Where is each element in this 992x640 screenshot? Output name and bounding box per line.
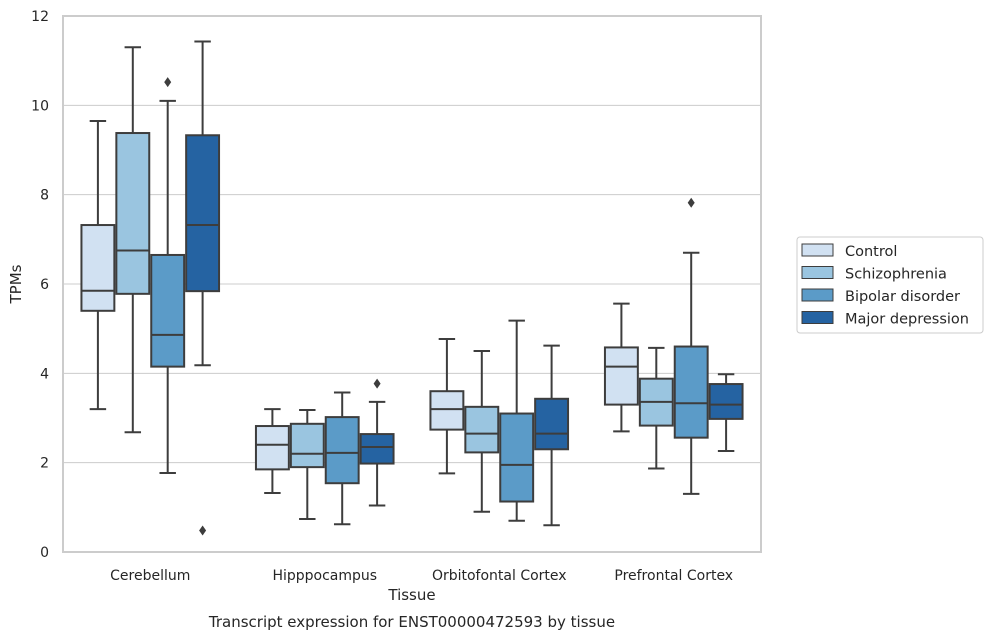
box-body xyxy=(150,253,186,368)
box xyxy=(324,391,360,526)
box-body xyxy=(254,425,290,471)
box-body xyxy=(429,390,465,431)
box xyxy=(708,373,744,453)
box-body xyxy=(115,132,151,295)
x-tick-label: Cerebellum xyxy=(110,568,190,584)
y-tick-label: 2 xyxy=(40,456,49,472)
legend-label: Bipolar disorder xyxy=(845,289,960,305)
series-major-depression xyxy=(185,40,744,536)
box-body xyxy=(673,345,709,439)
chart-caption: Transcript expression for ENST0000047259… xyxy=(208,613,615,631)
series-schizophrenia xyxy=(115,46,674,520)
x-axis-label: Tissue xyxy=(387,586,435,604)
box-body xyxy=(464,405,500,454)
box-body xyxy=(708,383,744,420)
legend-item: Control xyxy=(801,243,897,260)
box xyxy=(359,378,395,507)
legend-swatch xyxy=(801,288,834,302)
legend: Control Schizophrenia Bipolar disorder Majo… xyxy=(796,236,984,334)
y-tick-label: 12 xyxy=(31,9,49,25)
legend-item: Bipolar disorder xyxy=(801,288,960,305)
y-tick-label: 10 xyxy=(31,98,49,114)
series-control xyxy=(80,119,639,495)
box xyxy=(534,344,570,527)
legend-items: Control Schizophrenia Bipolar disorder Majo… xyxy=(801,243,969,328)
x-tick-label: Hipppocampus xyxy=(272,568,377,584)
box xyxy=(638,346,674,470)
outlier-point xyxy=(373,378,381,389)
box-body xyxy=(534,397,570,451)
legend-swatch xyxy=(801,266,834,279)
box xyxy=(289,408,325,520)
outlier-point xyxy=(199,525,207,536)
y-tick-label: 0 xyxy=(40,545,49,561)
legend-swatch xyxy=(801,311,834,324)
box xyxy=(185,40,221,536)
y-tick-label: 6 xyxy=(40,277,49,293)
box-body xyxy=(603,346,639,406)
y-tick-label: 4 xyxy=(40,366,49,382)
y-tick-label: 8 xyxy=(40,188,49,204)
box-body xyxy=(80,224,116,312)
box-series xyxy=(80,40,744,536)
box-body xyxy=(289,422,325,469)
box xyxy=(499,319,535,522)
box xyxy=(150,77,186,474)
legend-swatch xyxy=(801,243,834,257)
box xyxy=(115,46,151,434)
box xyxy=(80,119,116,411)
box xyxy=(429,337,465,475)
x-axis-ticks: Cerebellum Hipppocampus Orbitofontal Corte… xyxy=(110,568,733,584)
box-body xyxy=(324,416,360,485)
box xyxy=(464,350,500,513)
series-bipolar-disorder xyxy=(150,77,709,526)
box-body xyxy=(499,412,535,503)
x-tick-label: Orbitofontal Cortex xyxy=(432,568,567,584)
box-body xyxy=(185,134,221,293)
y-axis-label: TPMs xyxy=(7,264,25,304)
legend-label: Schizophrenia xyxy=(845,267,947,283)
legend-frame xyxy=(796,236,984,334)
x-tick-label: Prefrontal Cortex xyxy=(614,568,733,584)
legend-label: Control xyxy=(845,244,897,260)
y-axis-ticks: 0 2 4 6 8 10 12 xyxy=(31,9,49,561)
box xyxy=(673,197,709,495)
box xyxy=(254,408,290,495)
legend-item: Major depression xyxy=(801,311,969,328)
box xyxy=(603,302,639,433)
outlier-point xyxy=(687,197,695,208)
outlier-point xyxy=(164,77,172,88)
legend-label: Major depression xyxy=(845,312,969,328)
plot-frame xyxy=(62,15,762,553)
box-body xyxy=(359,433,395,465)
legend-item: Schizophrenia xyxy=(801,266,947,283)
